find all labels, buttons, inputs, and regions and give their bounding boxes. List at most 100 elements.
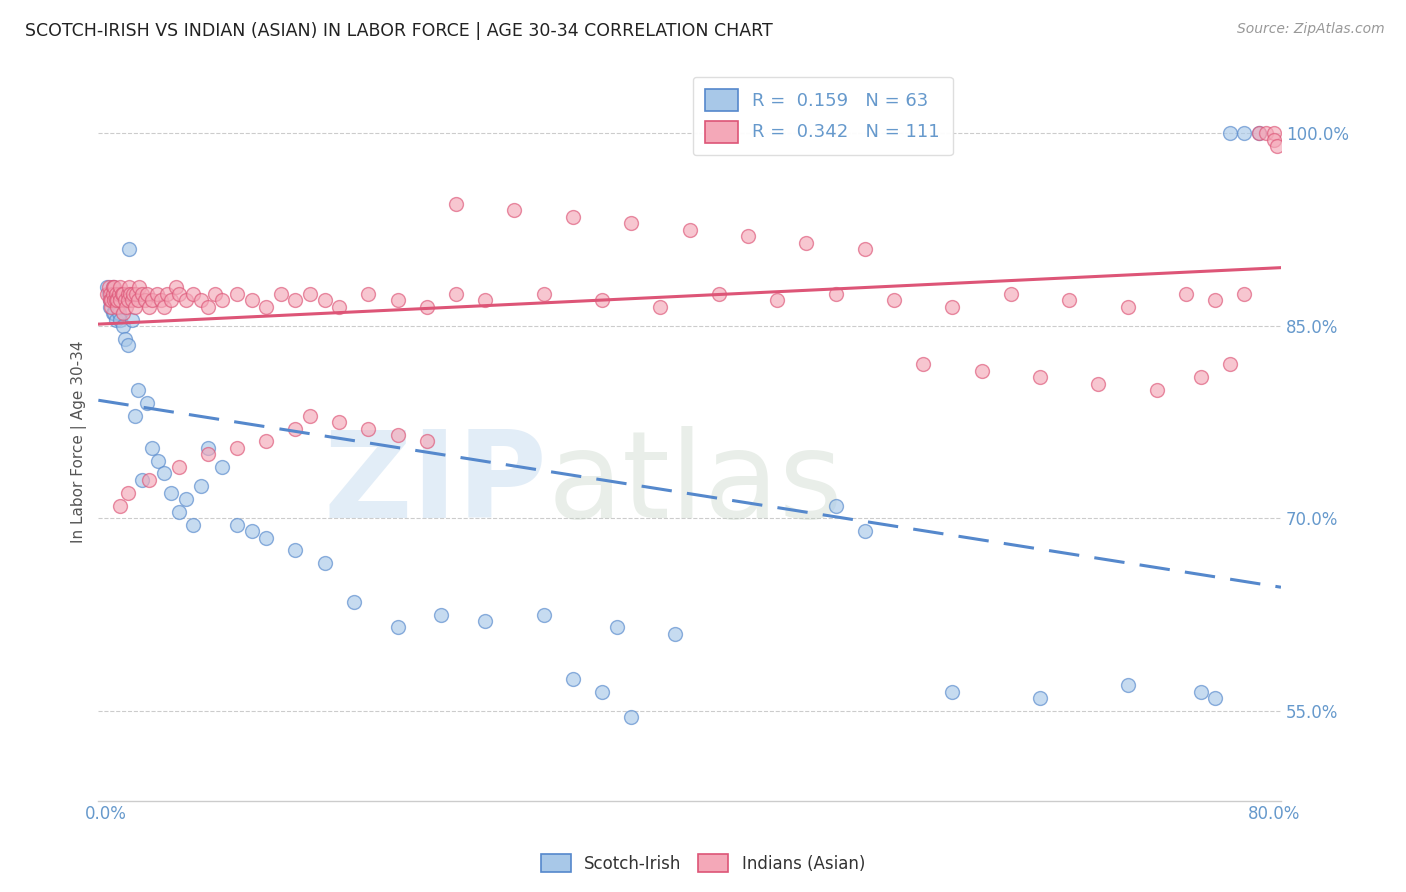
Point xyxy=(1247,127,1270,141)
Point xyxy=(254,531,277,545)
Point xyxy=(284,421,307,435)
Point xyxy=(174,492,197,507)
Point xyxy=(181,286,204,301)
Point xyxy=(444,197,467,211)
Point xyxy=(110,499,132,513)
Point xyxy=(1233,127,1256,141)
Point xyxy=(1057,293,1080,308)
Point xyxy=(127,293,149,308)
Point xyxy=(107,306,129,320)
Point xyxy=(679,223,702,237)
Point xyxy=(104,312,127,326)
Point xyxy=(824,499,846,513)
Point xyxy=(1087,376,1109,391)
Point xyxy=(135,286,157,301)
Point xyxy=(112,286,135,301)
Point xyxy=(299,286,322,301)
Point xyxy=(941,684,963,698)
Point xyxy=(101,306,124,320)
Point xyxy=(111,286,134,301)
Point xyxy=(606,620,628,634)
Point xyxy=(117,293,139,308)
Point xyxy=(105,293,128,308)
Point xyxy=(114,332,136,346)
Point xyxy=(134,293,156,308)
Point xyxy=(145,286,167,301)
Point xyxy=(796,235,818,250)
Point xyxy=(853,242,876,256)
Point xyxy=(160,485,183,500)
Point xyxy=(111,293,134,308)
Point xyxy=(107,286,129,301)
Point xyxy=(103,286,125,301)
Point xyxy=(167,505,190,519)
Point xyxy=(226,441,249,455)
Point xyxy=(1204,690,1226,705)
Point xyxy=(124,300,146,314)
Point xyxy=(125,286,148,301)
Point xyxy=(211,293,233,308)
Point xyxy=(912,358,935,372)
Point xyxy=(503,203,526,218)
Point xyxy=(1116,678,1139,692)
Point xyxy=(737,229,759,244)
Legend: Scotch-Irish, Indians (Asian): Scotch-Irish, Indians (Asian) xyxy=(534,847,872,880)
Point xyxy=(620,710,643,724)
Point xyxy=(167,460,190,475)
Point xyxy=(97,286,120,301)
Point xyxy=(117,338,139,352)
Point xyxy=(97,280,120,294)
Point xyxy=(114,293,136,308)
Point xyxy=(112,318,135,333)
Point xyxy=(118,280,141,294)
Point xyxy=(153,300,176,314)
Point xyxy=(110,286,132,301)
Point xyxy=(131,286,153,301)
Point xyxy=(117,286,139,301)
Point xyxy=(197,447,219,461)
Point xyxy=(120,286,142,301)
Point xyxy=(1146,383,1168,397)
Point xyxy=(387,293,409,308)
Point xyxy=(112,306,135,320)
Point xyxy=(160,293,183,308)
Point xyxy=(970,364,993,378)
Point xyxy=(591,684,613,698)
Point xyxy=(1219,127,1241,141)
Point xyxy=(115,300,138,314)
Point xyxy=(165,280,187,294)
Point xyxy=(105,300,128,314)
Point xyxy=(98,286,121,301)
Point xyxy=(127,383,149,397)
Point xyxy=(328,300,350,314)
Point xyxy=(190,479,212,493)
Point xyxy=(1189,684,1212,698)
Point xyxy=(299,409,322,423)
Point xyxy=(1029,370,1052,384)
Point xyxy=(533,286,555,301)
Point xyxy=(561,672,583,686)
Point xyxy=(941,300,963,314)
Point xyxy=(328,415,350,429)
Point xyxy=(121,312,143,326)
Point xyxy=(105,286,128,301)
Point xyxy=(135,396,157,410)
Point xyxy=(254,434,277,449)
Point xyxy=(1219,358,1241,372)
Text: atlas: atlas xyxy=(548,426,844,543)
Point xyxy=(853,524,876,539)
Point xyxy=(100,300,122,314)
Point xyxy=(103,293,125,308)
Point xyxy=(766,293,789,308)
Point xyxy=(474,293,496,308)
Point xyxy=(270,286,292,301)
Point xyxy=(1233,286,1256,301)
Point xyxy=(131,473,153,487)
Point xyxy=(101,286,124,301)
Point xyxy=(474,614,496,628)
Point xyxy=(226,517,249,532)
Point xyxy=(167,286,190,301)
Point xyxy=(650,300,672,314)
Point xyxy=(96,286,118,301)
Point xyxy=(100,286,122,301)
